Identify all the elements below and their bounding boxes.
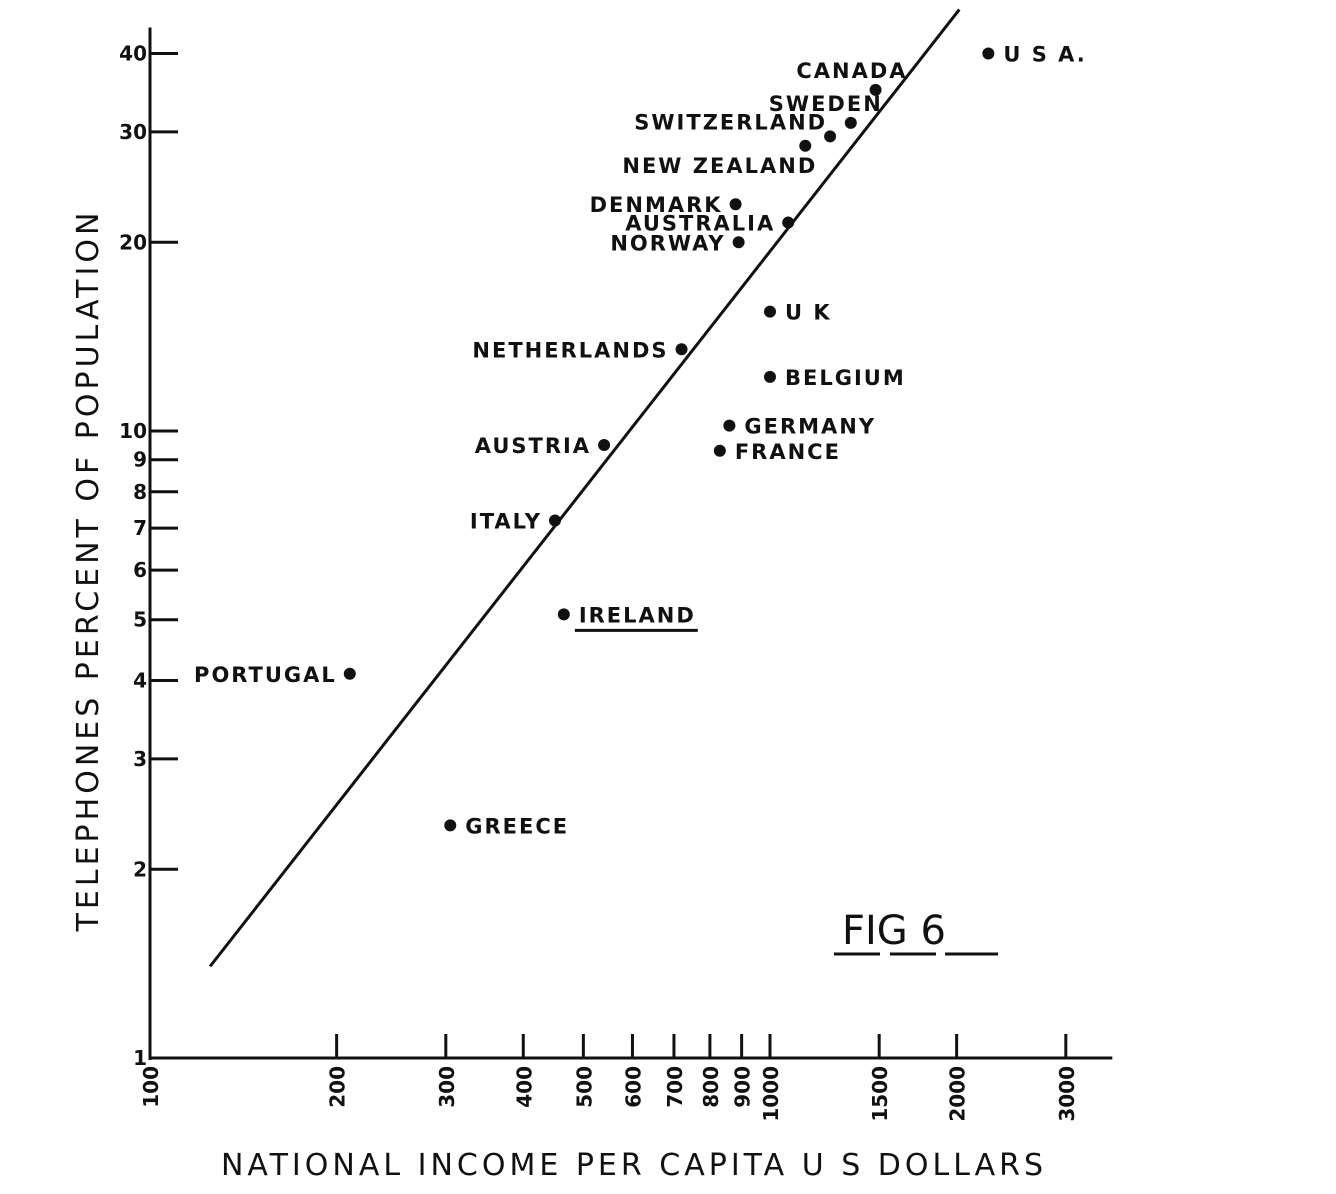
data-point: DENMARK (590, 193, 742, 217)
x-tick-label: 900 (731, 1066, 755, 1108)
point-marker (723, 419, 736, 432)
y-tick-label: 20 (119, 230, 147, 254)
data-point: BELGIUM (764, 366, 906, 390)
point-label: BELGIUM (785, 366, 906, 390)
x-tick-label: 1000 (759, 1066, 783, 1122)
point-marker (824, 130, 837, 143)
data-point: IRELAND (557, 603, 698, 632)
point-marker (844, 116, 857, 129)
point-label: FRANCE (735, 440, 841, 464)
y-tick-label: 4 (133, 669, 147, 693)
point-label: DENMARK (590, 193, 723, 217)
figure-label: FIG 6 (842, 908, 946, 954)
ticks: 100 200 300 400 500 600 700 800 900 1000 1500 2000 3… (119, 42, 1079, 1122)
point-label: NORWAY (610, 231, 725, 255)
point-label: U K (785, 301, 832, 325)
data-point: AUSTRIA (475, 434, 611, 458)
x-tick-label: 500 (572, 1066, 596, 1108)
point-label: CANADA (796, 59, 907, 83)
x-tick-label: 600 (621, 1066, 645, 1108)
point-marker (557, 608, 570, 621)
y-tick-label: 9 (133, 448, 147, 472)
y-tick-label: 5 (133, 608, 147, 632)
data-point: SWITZERLAND (634, 110, 837, 143)
data-point: NETHERLANDS (472, 338, 688, 362)
x-tick-label: 200 (326, 1066, 350, 1108)
point-marker (548, 514, 561, 527)
x-tick-label: 100 (139, 1066, 163, 1108)
point-label: GREECE (465, 814, 569, 838)
point-label: NEW ZEALAND (622, 154, 817, 178)
point-label: ITALY (470, 509, 542, 533)
x-tick-label: 700 (663, 1066, 687, 1108)
y-tick-label: 40 (119, 42, 147, 66)
y-tick-label: 10 (119, 419, 147, 443)
y-tick-label: 3 (133, 747, 147, 771)
data-point: SWEDEN (769, 92, 883, 129)
data-point: GREECE (444, 814, 569, 838)
point-marker (675, 343, 688, 356)
point-marker (799, 139, 812, 152)
y-tick-label: 8 (133, 480, 147, 504)
point-marker (444, 819, 457, 832)
point-label: SWEDEN (769, 92, 883, 116)
x-tick-label: 3000 (1055, 1066, 1079, 1122)
point-label: AUSTRIA (475, 434, 591, 458)
data-point: U K (764, 301, 832, 325)
point-label: GERMANY (744, 415, 876, 439)
point-label: SWITZERLAND (634, 110, 827, 134)
axes (148, 27, 1113, 1060)
point-marker (764, 305, 776, 318)
y-tick-label: 7 (133, 516, 147, 540)
point-marker (713, 444, 726, 457)
y-axis-title: TELEPHONES PERCENT OF POPULATION (71, 209, 106, 933)
point-marker (343, 667, 356, 680)
x-axis-title: NATIONAL INCOME PER CAPITA U S DOLLARS (221, 1148, 1047, 1183)
trend-line (208, 8, 961, 968)
point-marker (598, 438, 611, 451)
point-label: U S A. (1003, 43, 1086, 67)
point-label: IRELAND (579, 603, 696, 627)
point-marker (729, 198, 742, 211)
data-point: ITALY (470, 509, 561, 533)
data-point: GERMANY (723, 415, 876, 439)
point-label: AUSTRALIA (625, 212, 775, 236)
point-marker (764, 370, 776, 383)
data-point: NEW ZEALAND (622, 139, 817, 178)
point-marker (982, 47, 995, 60)
data-point: CANADA (796, 59, 907, 96)
y-tick-label: 2 (133, 857, 147, 881)
x-tick-label: 300 (435, 1066, 459, 1108)
trend-line-group (208, 8, 961, 968)
y-tick-label: 1 (133, 1046, 147, 1070)
figure-annotation: FIG 6 (834, 908, 998, 956)
data-point: AUSTRALIA (625, 212, 795, 236)
y-tick-label: 6 (133, 558, 147, 582)
data-point: FRANCE (713, 440, 841, 464)
y-tick-label: 30 (119, 120, 147, 144)
point-label: PORTUGAL (194, 663, 337, 687)
data-point: U S A. (982, 43, 1086, 67)
point-marker (869, 83, 882, 96)
x-tick-label: 800 (699, 1066, 723, 1108)
data-point: PORTUGAL (194, 663, 356, 687)
x-tick-label: 2000 (946, 1066, 970, 1122)
point-marker (732, 236, 745, 249)
data-point: NORWAY (610, 231, 745, 255)
point-marker (782, 216, 795, 229)
x-tick-label: 400 (512, 1066, 536, 1108)
point-label: NETHERLANDS (472, 338, 668, 362)
x-tick-label: 1500 (868, 1066, 892, 1122)
